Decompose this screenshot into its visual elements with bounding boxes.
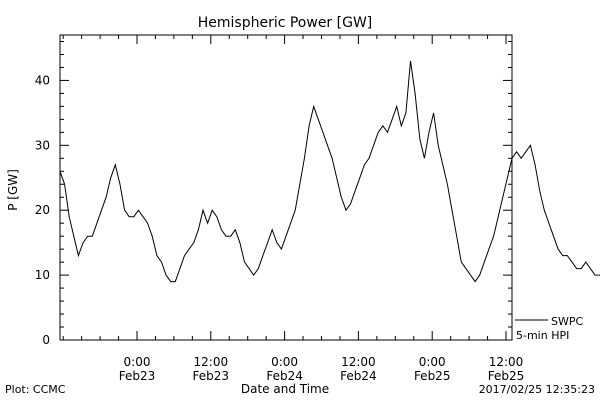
x-tick-label-date: Feb23 bbox=[119, 369, 156, 383]
axis-ticks bbox=[60, 35, 512, 341]
y-axis-label: P [GW] bbox=[6, 169, 20, 211]
legend: SWPC 5-min HPI bbox=[515, 315, 583, 342]
x-tick-label-time: 0:00 bbox=[271, 355, 298, 369]
x-tick-label-time: 12:00 bbox=[489, 355, 524, 369]
x-tick-label-date: Feb23 bbox=[193, 369, 230, 383]
y-tick-label: 0 bbox=[42, 333, 50, 347]
x-tick-label-time: 0:00 bbox=[419, 355, 446, 369]
x-tick-label-time: 0:00 bbox=[124, 355, 151, 369]
timestamp: 2017/02/25 12:35:23 bbox=[479, 383, 595, 396]
plot-source: Plot: CCMC bbox=[5, 383, 66, 396]
x-tick-label-date: Feb25 bbox=[488, 369, 525, 383]
y-tick-label: 20 bbox=[35, 203, 50, 217]
y-tick-label: 40 bbox=[35, 73, 50, 87]
y-tick-label: 10 bbox=[35, 268, 50, 282]
x-tick-label-date: Feb24 bbox=[340, 369, 377, 383]
chart-title: Hemispheric Power [GW] bbox=[198, 15, 373, 31]
x-tick-label-date: Feb24 bbox=[266, 369, 303, 383]
axis-tick-labels: 0102030400:00Feb2312:00Feb230:00Feb2412:… bbox=[35, 73, 525, 383]
series-line-swpc bbox=[59, 60, 600, 283]
plot-frame bbox=[59, 34, 513, 341]
x-axis-label: Date and Time bbox=[241, 382, 329, 396]
x-tick-label-date: Feb25 bbox=[414, 369, 451, 383]
x-tick-label-time: 12:00 bbox=[194, 355, 229, 369]
legend-entry-hpi: 5-min HPI bbox=[516, 329, 569, 342]
legend-entry-swpc: SWPC bbox=[551, 315, 583, 328]
x-tick-label-time: 12:00 bbox=[341, 355, 376, 369]
y-tick-label: 30 bbox=[35, 138, 50, 152]
